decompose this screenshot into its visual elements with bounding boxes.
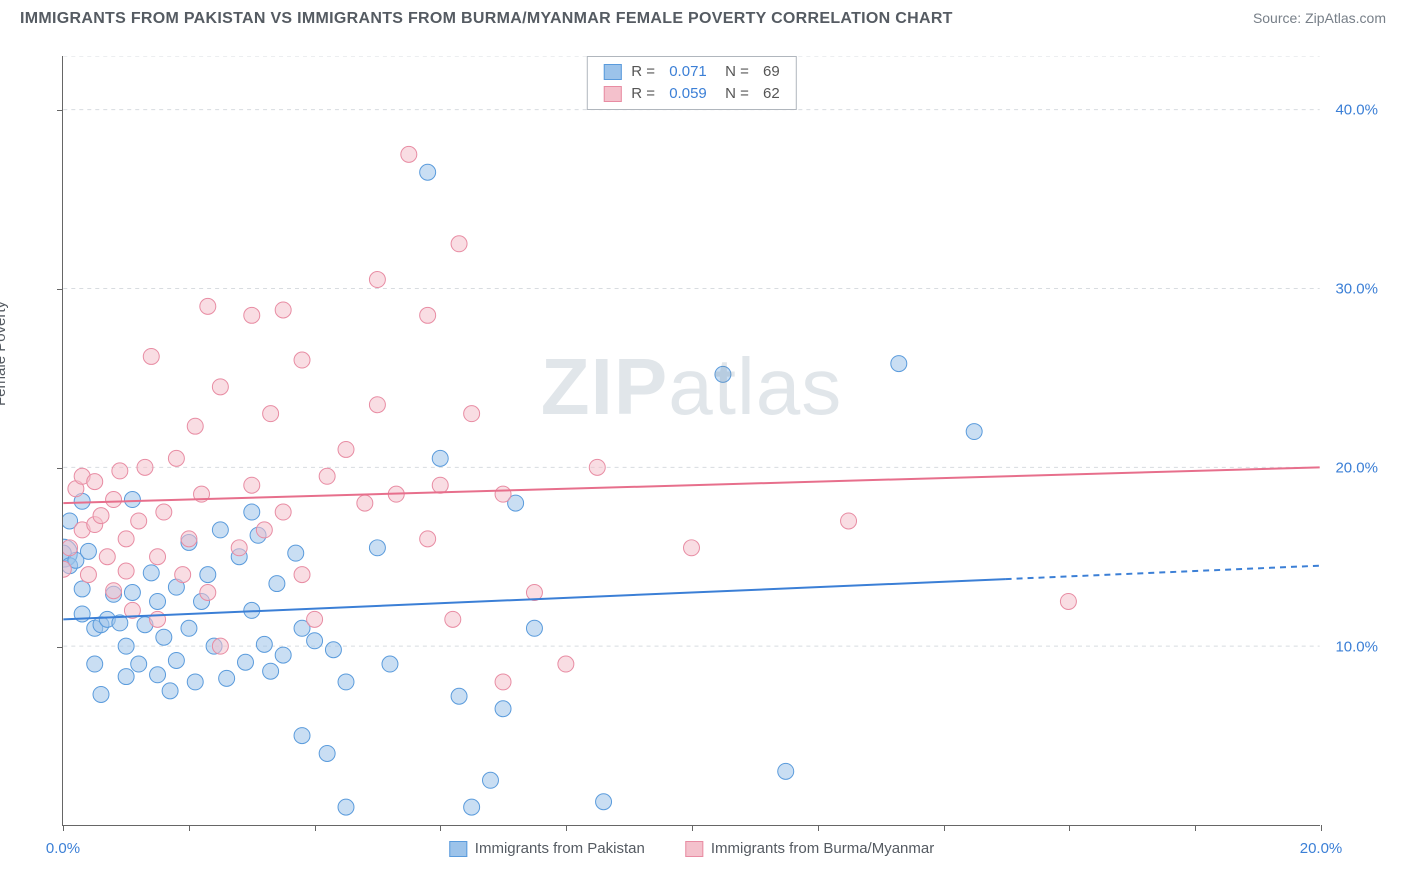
legend-row-pakistan: R = 0.071 N = 69 [603,61,779,83]
swatch-icon [603,86,621,102]
correlation-legend: R = 0.071 N = 69 R = 0.059 N = 62 [586,56,796,110]
y-tick-label: 40.0% [1335,101,1378,118]
chart-container: Female Poverty ZIPatlas R = 0.071 N = 69… [20,48,1386,848]
x-tick-label: 0.0% [46,840,80,857]
y-tick-label: 20.0% [1335,459,1378,476]
x-tick-label: 20.0% [1300,840,1343,857]
scatter-svg [63,56,1320,825]
legend-row-burma: R = 0.059 N = 62 [603,83,779,105]
swatch-icon [603,64,621,80]
legend-item-burma: Immigrants from Burma/Myanmar [685,840,934,857]
source-attribution: Source: ZipAtlas.com [1253,10,1386,26]
swatch-icon [449,841,467,857]
plot-area: ZIPatlas R = 0.071 N = 69 R = 0.059 N = … [62,56,1320,826]
chart-title: IMMIGRANTS FROM PAKISTAN VS IMMIGRANTS F… [20,10,953,28]
y-tick-label: 10.0% [1335,638,1378,655]
y-axis-label: Female Poverty [0,301,9,406]
swatch-icon [685,841,703,857]
series-legend: Immigrants from Pakistan Immigrants from… [449,840,934,857]
legend-item-pakistan: Immigrants from Pakistan [449,840,645,857]
y-tick-label: 30.0% [1335,280,1378,297]
y-axis-tick-labels: 10.0% 20.0% 30.0% 40.0% [1320,56,1386,826]
